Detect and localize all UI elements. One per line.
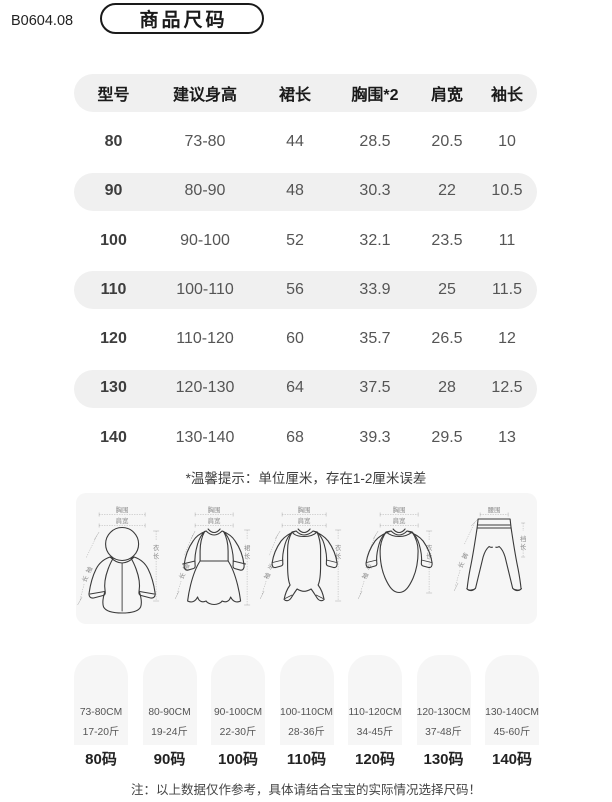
svg-text:裤: 裤 [459,551,470,561]
svg-text:肩宽: 肩宽 [116,516,129,525]
svg-text:腰围: 腰围 [488,505,501,514]
svg-text:胸围: 胸围 [298,505,311,514]
svg-text:胸围: 胸围 [208,505,221,514]
svg-text:长: 长 [79,573,90,583]
svg-text:半: 半 [266,562,277,572]
svg-text:袖: 袖 [262,571,273,581]
svg-text:肩宽: 肩宽 [298,516,311,525]
svg-text:袖: 袖 [83,565,94,575]
svg-text:长: 长 [153,551,160,560]
svg-text:长: 长 [244,551,251,560]
svg-text:长: 长 [520,542,527,551]
svg-text:肩宽: 肩宽 [392,516,405,525]
svg-text:袖: 袖 [359,571,370,581]
svg-text:胸围: 胸围 [116,505,129,514]
svg-text:长: 长 [455,559,466,569]
svg-text:长: 长 [177,570,188,580]
svg-text:肩宽: 肩宽 [208,516,221,525]
svg-text:胸围: 胸围 [392,505,405,514]
